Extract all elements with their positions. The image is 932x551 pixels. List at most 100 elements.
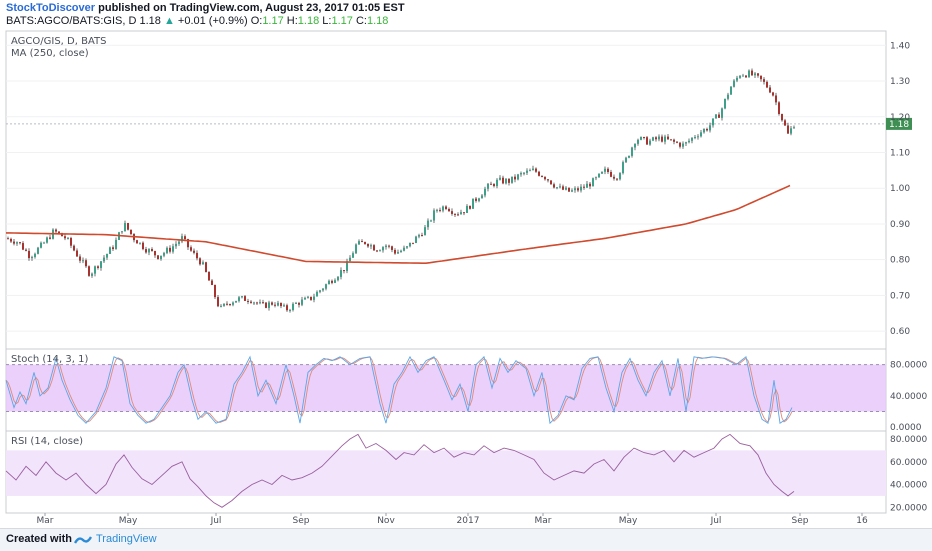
price-chart: 1.18: [6, 44, 912, 332]
candle-body: [382, 247, 384, 251]
stoch-chart: [5, 355, 886, 425]
candle-body: [73, 245, 75, 251]
candle-body: [400, 250, 402, 253]
candle-body: [508, 178, 510, 183]
candle-body: [34, 253, 36, 258]
candle-body: [184, 236, 186, 240]
candle-body: [517, 174, 519, 180]
rsi-axis-tick-label: 40.0000: [890, 481, 927, 491]
candle-body: [142, 242, 144, 250]
candle-body: [307, 296, 309, 298]
candle-body: [226, 303, 228, 305]
candle-body: [628, 155, 630, 158]
candle-body: [502, 177, 504, 184]
candle-body: [547, 179, 549, 181]
low-label: L:: [322, 15, 332, 27]
candle-body: [772, 92, 774, 96]
candle-body: [223, 303, 225, 306]
moving-average-line: [6, 184, 791, 264]
candle-body: [439, 209, 441, 211]
candle-body: [91, 273, 93, 276]
candle-body: [205, 262, 207, 272]
rsi-axis-tick-label: 60.0000: [890, 458, 927, 468]
price-axis-tick-label: 0.60: [890, 327, 910, 337]
candle-body: [583, 186, 585, 188]
candle-body: [109, 247, 111, 254]
candle-body: [175, 243, 177, 247]
candle-body: [247, 300, 249, 302]
candle-body: [148, 249, 150, 253]
candle-body: [751, 70, 753, 76]
candle-body: [745, 75, 747, 78]
stoch-band: [6, 364, 886, 412]
candle-body: [40, 242, 42, 248]
candle-body: [490, 183, 492, 185]
stoch-axis-tick-label: 40.0000: [890, 392, 927, 402]
candle-body: [769, 87, 771, 93]
candle-body: [22, 243, 24, 250]
candle-body: [742, 75, 744, 77]
candle-body: [586, 183, 588, 188]
candle-body: [622, 162, 624, 174]
candle-body: [79, 256, 81, 261]
candle-body: [112, 247, 114, 250]
candle-body: [292, 303, 294, 311]
candle-body: [103, 257, 105, 262]
tradingview-link[interactable]: TradingView: [96, 533, 157, 545]
x-axis-tick-label: Sep: [293, 516, 310, 526]
published-text: published on TradingView.com, August 23,…: [98, 2, 405, 14]
high-label: H:: [286, 15, 298, 27]
candle-body: [94, 266, 96, 274]
candle-body: [241, 296, 243, 298]
candle-body: [85, 260, 87, 267]
candle-body: [454, 213, 456, 215]
candle-body: [289, 310, 291, 312]
candle-body: [466, 205, 468, 213]
candle-body: [445, 206, 447, 209]
candle-body: [643, 137, 645, 139]
candle-body: [253, 302, 255, 304]
candle-body: [712, 118, 714, 126]
candle-body: [208, 271, 210, 281]
candle-body: [160, 255, 162, 260]
stoch-axis-tick-label: 0.0000: [890, 423, 922, 433]
price-axis-tick-label: 0.90: [890, 220, 910, 230]
candle-body: [433, 210, 435, 221]
candle-body: [55, 229, 57, 232]
up-arrow-icon: ▲: [163, 15, 175, 27]
candle-body: [424, 227, 426, 236]
rsi-line: [5, 433, 795, 508]
candle-body: [523, 172, 525, 174]
candle-body: [391, 246, 393, 250]
candle-body: [13, 241, 15, 244]
candle-body: [376, 250, 378, 252]
candle-body: [334, 280, 336, 283]
chart-canvas: 1.18 1.40 1.30 1.20 1.10 1.00 0.90 0.80 0.70 0.6…: [5, 30, 928, 526]
price-axis-tick-label: 1.40: [890, 41, 910, 51]
candle-body: [181, 236, 183, 242]
x-axis-tick-label: 2017: [457, 516, 480, 526]
author-link[interactable]: StockToDiscover: [6, 2, 96, 14]
candle-body: [706, 128, 708, 131]
candle-body: [217, 297, 219, 307]
candle-body: [487, 183, 489, 189]
candle-body: [415, 236, 417, 243]
change-value: +0.01 (+0.9%): [177, 15, 248, 27]
candle-body: [688, 140, 690, 143]
candle-body: [394, 249, 396, 254]
candle-body: [655, 137, 657, 140]
candle-body: [754, 73, 756, 76]
candle-body: [544, 176, 546, 180]
candle-body: [367, 243, 369, 247]
candle-body: [244, 296, 246, 301]
candle-body: [151, 249, 153, 251]
candle-body: [418, 235, 420, 237]
candle-body: [196, 252, 198, 259]
x-axis-tick-label: Jul: [210, 516, 222, 526]
candle-body: [550, 180, 552, 185]
candle-body: [646, 137, 648, 145]
candle-body: [496, 179, 498, 187]
close-label: C:: [355, 15, 367, 27]
candle-body: [625, 157, 627, 163]
candle-body: [574, 188, 576, 191]
